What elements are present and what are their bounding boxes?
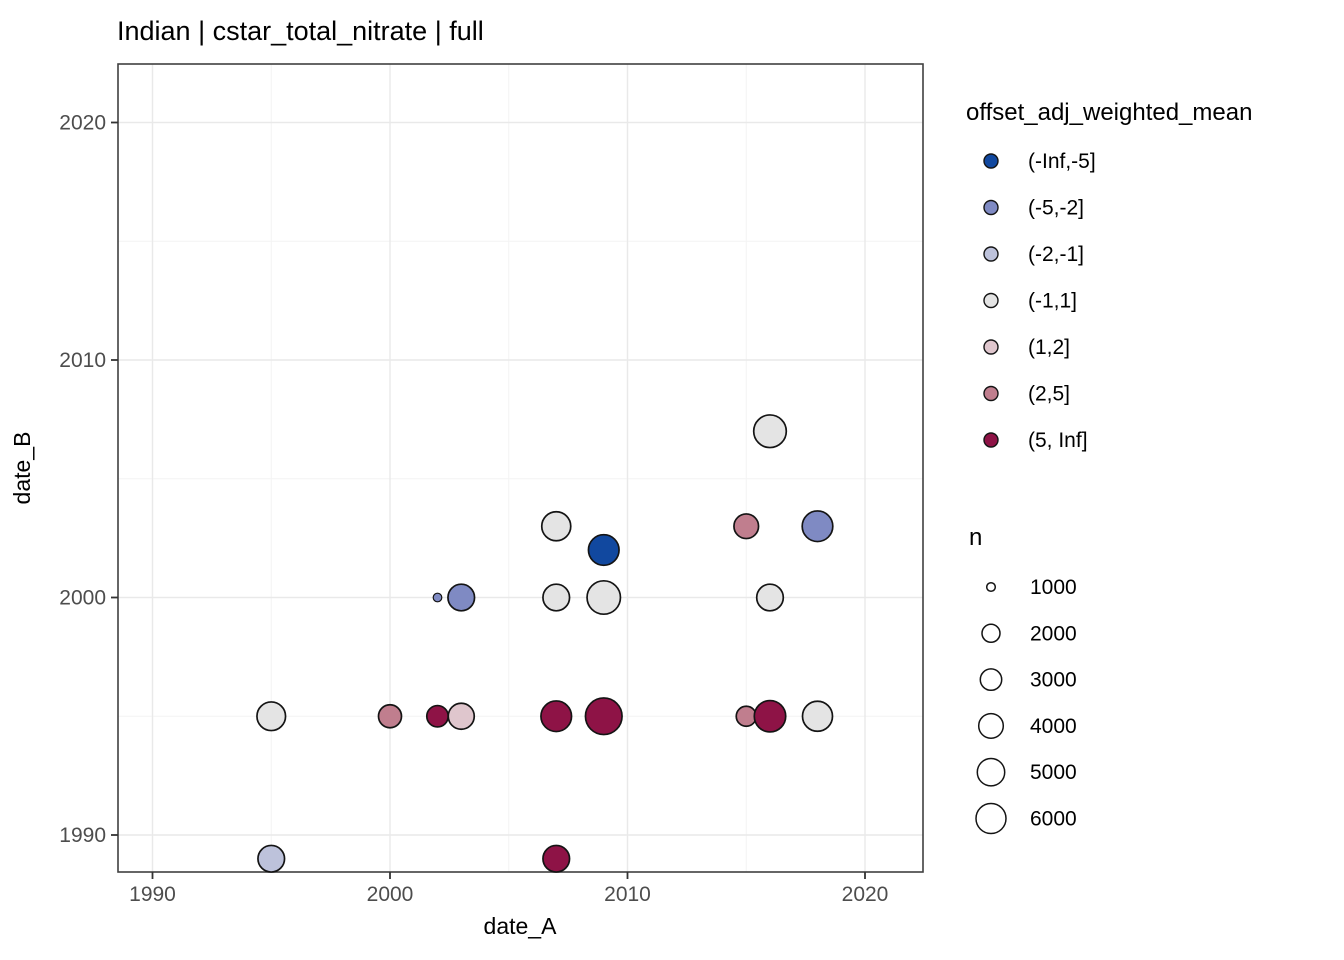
y-axis-title: date_B xyxy=(9,432,35,505)
data-point xyxy=(432,592,443,603)
color-legend-label: (-Inf,-5] xyxy=(1028,150,1096,173)
color-legend: (-Inf,-5] (-5,-2] (-2,-1] (-1,1] (1,2] (2,5] (… xyxy=(983,150,1096,452)
axis-tick-marks xyxy=(111,121,866,879)
size-legend-key xyxy=(981,623,1001,644)
y-tick-label: 1990 xyxy=(59,824,106,847)
data-point xyxy=(377,703,403,729)
color-legend-key xyxy=(983,199,999,216)
color-legend-label: (-5,-2] xyxy=(1028,197,1084,220)
size-legend-label: 2000 xyxy=(1030,622,1077,645)
size-legend-label: 5000 xyxy=(1030,761,1077,784)
size-legend-label: 1000 xyxy=(1030,576,1077,599)
x-tick-label: 2020 xyxy=(842,883,889,906)
size-legend-key xyxy=(985,581,997,593)
data-points xyxy=(256,414,834,873)
color-legend-key xyxy=(983,246,999,262)
data-point xyxy=(447,702,476,731)
data-point xyxy=(542,583,571,612)
size-legend: 1000 2000 3000 4000 5000 6000 xyxy=(975,576,1077,835)
color-legend-label: (1,2] xyxy=(1028,336,1070,359)
data-point xyxy=(542,844,571,873)
data-point xyxy=(733,513,760,540)
data-point xyxy=(586,579,622,616)
size-legend-label: 3000 xyxy=(1030,669,1077,692)
gridlines-major xyxy=(118,64,923,872)
color-legend-label: (5, Inf] xyxy=(1028,429,1088,452)
data-point xyxy=(584,697,623,736)
color-legend-key xyxy=(983,153,999,169)
color-legend-title: offset_adj_weighted_mean xyxy=(966,99,1252,126)
color-legend-key xyxy=(983,292,999,309)
data-point xyxy=(801,510,834,543)
data-point xyxy=(256,701,287,732)
size-legend-key xyxy=(976,757,1006,787)
size-legend-key xyxy=(977,712,1005,739)
color-legend-key xyxy=(983,339,999,355)
data-point xyxy=(735,705,758,728)
x-tick-label: 1990 xyxy=(129,883,176,906)
data-point xyxy=(755,583,785,612)
data-point xyxy=(425,704,450,728)
data-point xyxy=(540,700,573,733)
color-legend-key xyxy=(983,385,999,402)
data-point xyxy=(801,700,834,733)
data-point xyxy=(752,414,788,449)
x-tick-label: 2010 xyxy=(604,883,651,906)
panel-border xyxy=(117,63,924,873)
color-legend-label: (-1,1] xyxy=(1028,290,1077,313)
data-point xyxy=(753,699,787,733)
gridlines-minor xyxy=(118,64,923,872)
size-legend-label: 4000 xyxy=(1030,715,1077,738)
y-tick-label: 2010 xyxy=(59,349,106,372)
color-legend-label: (-2,-1] xyxy=(1028,243,1084,266)
y-tick-label: 2020 xyxy=(59,112,106,135)
plot-title: Indian | cstar_total_nitrate | full xyxy=(117,16,484,46)
axis-tick-labels: 1990 2000 2010 2020 1990 2000 2010 2020 xyxy=(59,112,888,907)
color-legend-label: (2,5] xyxy=(1028,383,1070,406)
size-legend-key xyxy=(975,802,1007,835)
data-point xyxy=(540,510,572,542)
size-legend-key xyxy=(979,668,1003,692)
size-legend-label: 6000 xyxy=(1030,808,1077,831)
y-tick-label: 2000 xyxy=(59,587,106,610)
data-point xyxy=(257,844,286,873)
color-legend-key xyxy=(983,432,999,448)
size-legend-title: n xyxy=(969,524,982,551)
data-point xyxy=(587,533,620,567)
x-tick-label: 2000 xyxy=(367,883,414,906)
data-point xyxy=(447,583,476,612)
x-axis-title: date_A xyxy=(484,913,558,939)
